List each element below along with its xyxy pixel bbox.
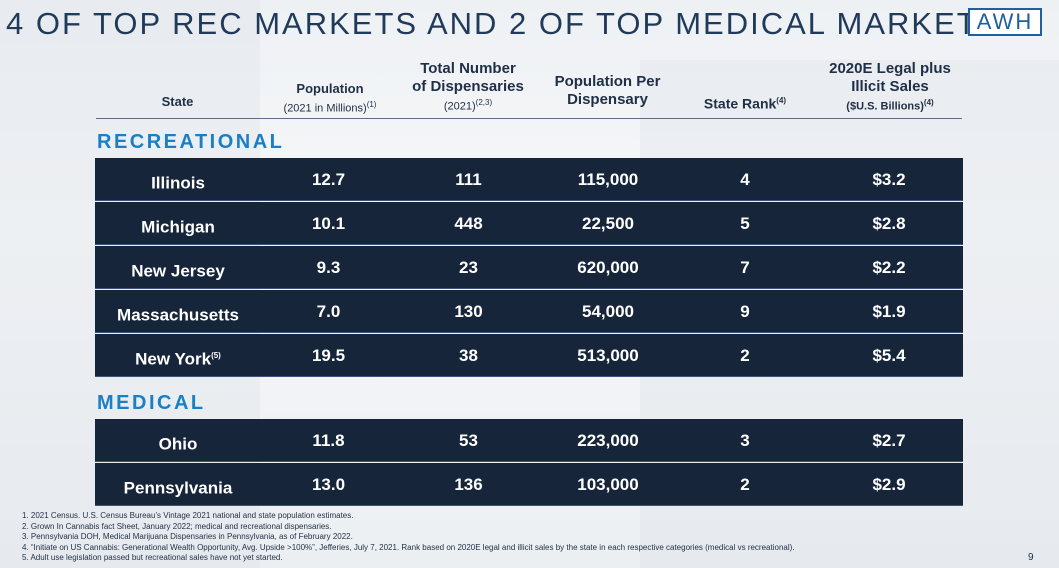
footnotes: 1. 2021 Census. U.S. Census Bureau’s Vin… xyxy=(22,511,795,564)
header-sales: 2020E Legal plus Illicit Sales ($U.S. Bi… xyxy=(829,60,951,113)
table-row: Massachusetts 7.0 130 54,000 9 $1.9 xyxy=(95,290,963,333)
table-row: Ohio 11.8 53 223,000 3 $2.7 xyxy=(95,419,963,462)
awh-logo: AWH xyxy=(968,8,1042,36)
population-cell: 11.8 xyxy=(312,431,345,450)
footnote: 1. 2021 Census. U.S. Census Bureau’s Vin… xyxy=(22,511,354,520)
population-cell: 9.3 xyxy=(316,258,341,277)
sales-cell: $3.2 xyxy=(872,170,906,189)
section-medical: MEDICAL xyxy=(97,392,206,414)
per-dispensary-cell: 103,000 xyxy=(577,475,639,494)
per-dispensary-cell: 513,000 xyxy=(577,346,639,365)
dispensaries-cell: 448 xyxy=(454,214,483,233)
per-dispensary-cell: 22,500 xyxy=(582,214,634,233)
sales-cell: $2.9 xyxy=(872,475,906,494)
rank-cell: 7 xyxy=(740,258,750,277)
rank-cell: 2 xyxy=(740,475,750,494)
table-row: Pennsylvania 13.0 136 103,000 2 $2.9 xyxy=(95,463,963,506)
table-row: New York(5) 19.5 38 513,000 2 $5.4 xyxy=(95,334,963,377)
dispensaries-cell: 130 xyxy=(454,302,483,321)
state-cell: Massachusetts xyxy=(117,305,239,325)
rank-cell: 9 xyxy=(740,302,750,321)
header-state-rank: State Rank(4) xyxy=(703,95,787,112)
table-row: New Jersey 9.3 23 620,000 7 $2.2 xyxy=(95,246,963,289)
sales-cell: $5.4 xyxy=(872,346,906,365)
population-cell: 10.1 xyxy=(311,214,346,233)
population-cell: 7.0 xyxy=(316,302,341,321)
state-cell: New York(5) xyxy=(135,349,221,369)
population-cell: 12.7 xyxy=(311,170,346,189)
population-cell: 13.0 xyxy=(311,475,346,494)
footnote: 3. Pennsylvania DOH, Medical Marijuana D… xyxy=(22,532,353,541)
per-dispensary-cell: 115,000 xyxy=(577,170,639,189)
state-cell: Ohio xyxy=(158,434,198,454)
dispensaries-cell: 53 xyxy=(459,431,478,450)
page-number: 9 xyxy=(1028,552,1034,563)
page-title: 4 OF TOP REC MARKETS AND 2 OF TOP MEDICA… xyxy=(6,6,1001,41)
dispensaries-cell: 38 xyxy=(459,346,478,365)
sales-cell: $2.8 xyxy=(872,214,906,233)
state-cell: Michigan xyxy=(141,217,215,237)
rank-cell: 3 xyxy=(740,431,750,450)
sales-cell: $2.2 xyxy=(872,258,906,277)
table-row: Illinois 12.7 111 115,000 4 $3.2 xyxy=(95,158,963,201)
rank-cell: 4 xyxy=(740,170,750,189)
state-cell: Pennsylvania xyxy=(123,478,233,498)
population-cell: 19.5 xyxy=(311,346,346,365)
state-cell: New Jersey xyxy=(131,261,225,281)
footnote: 2. Grown In Cannabis fact Sheet, January… xyxy=(22,521,332,531)
header-dispensaries: Total Number of Dispensaries (2021)(2,3) xyxy=(412,60,524,113)
sales-cell: $1.9 xyxy=(872,302,906,321)
dispensaries-cell: 136 xyxy=(454,475,483,494)
footnote: 5. Adult use legislation passed but recr… xyxy=(22,553,283,562)
per-dispensary-cell: 620,000 xyxy=(577,258,639,277)
rank-cell: 2 xyxy=(740,346,750,365)
dispensaries-cell: 111 xyxy=(455,170,482,189)
per-dispensary-cell: 223,000 xyxy=(577,431,639,450)
table-row: Michigan 10.1 448 22,500 5 $2.8 xyxy=(95,202,963,245)
footnote: 4. “Initiate on US Cannabis: Generationa… xyxy=(22,542,795,552)
header-population-per-dispensary: Population Per Dispensary xyxy=(554,73,661,108)
state-cell: Illinois xyxy=(151,173,205,193)
header-state: State xyxy=(161,94,194,109)
sales-cell: $2.7 xyxy=(872,431,906,450)
header-population: Population (2021 in Millions)(1) xyxy=(283,81,377,115)
rank-cell: 5 xyxy=(740,214,750,233)
section-recreational: RECREATIONAL xyxy=(97,131,285,153)
header-divider xyxy=(96,118,962,119)
dispensaries-cell: 23 xyxy=(459,258,478,277)
per-dispensary-cell: 54,000 xyxy=(582,302,634,321)
